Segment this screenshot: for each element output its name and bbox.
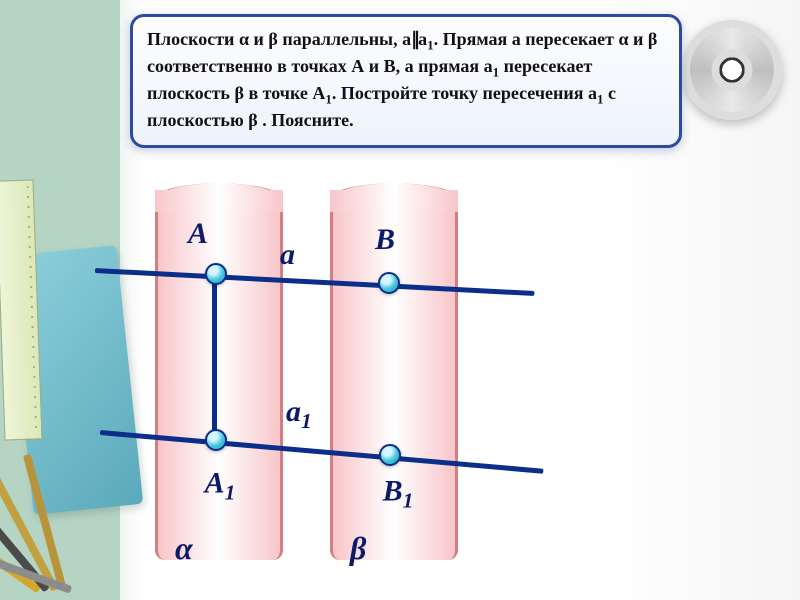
problem-text: Плоскости α и β параллельны, a∥a1. Пряма… <box>147 29 657 130</box>
problem-statement-box: Плоскости α и β параллельны, a∥a1. Пряма… <box>130 14 682 148</box>
pencils-group <box>5 470 125 590</box>
cd-disc-prop <box>682 20 782 120</box>
